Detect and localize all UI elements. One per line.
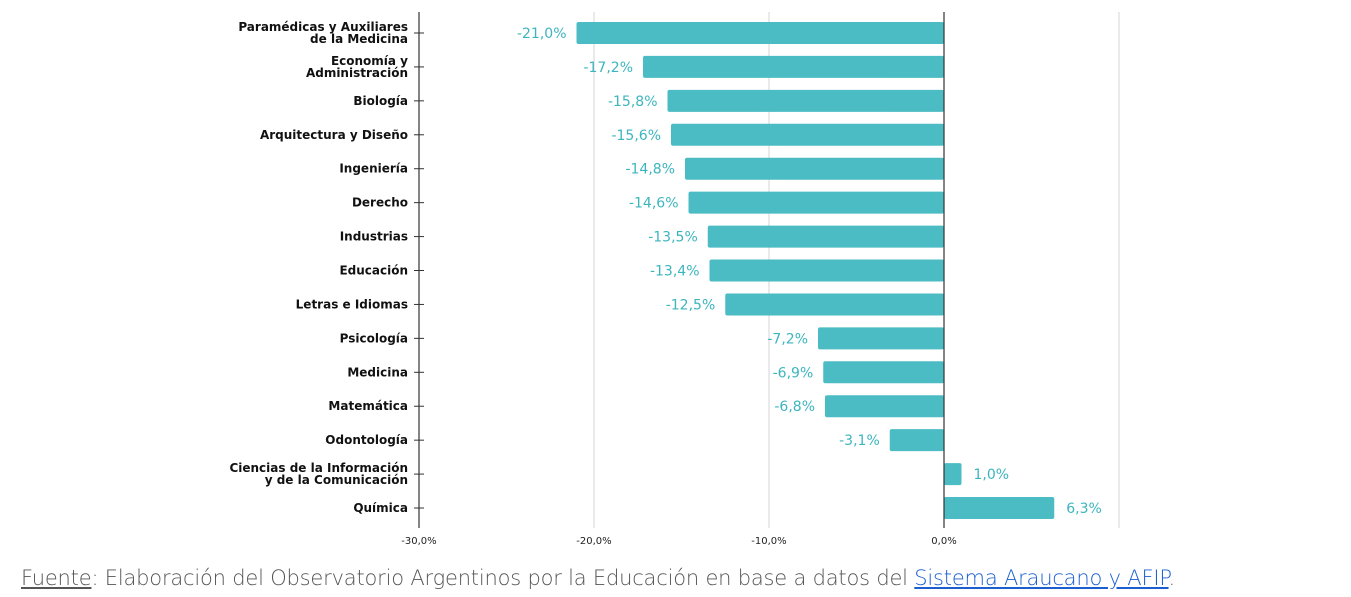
data-label: -13,5% — [648, 230, 698, 246]
category-label: Derecho — [352, 196, 408, 210]
data-label: -14,8% — [625, 162, 675, 178]
bar — [576, 22, 944, 44]
category-label: de la Medicina — [310, 32, 408, 46]
category-label: y de la Comunicación — [265, 473, 408, 487]
bar — [707, 225, 944, 248]
category-label: Medicina — [347, 365, 408, 379]
category-label: Biología — [353, 94, 408, 108]
bar — [889, 429, 944, 452]
category-label: Arquitectura y Diseño — [260, 128, 408, 142]
bar — [643, 55, 944, 78]
category-label: Paramédicas y Auxiliares — [238, 20, 408, 34]
data-label: -14,6% — [629, 196, 679, 212]
data-label: -7,2% — [767, 331, 808, 347]
source-link[interactable]: Sistema Araucano y AFIP — [914, 566, 1169, 590]
data-label: -15,8% — [608, 94, 658, 110]
category-label: Química — [353, 501, 408, 515]
bar — [725, 293, 944, 316]
category-label: Odontología — [325, 433, 408, 447]
x-tick-label: 0,0% — [931, 536, 956, 547]
category-label: Ciencias de la Información — [229, 461, 408, 475]
data-label: 6,3% — [1066, 501, 1102, 517]
data-label: -6,9% — [773, 365, 814, 381]
bar-chart: -30,0% -20,0% -10,0% 0,0% -21,0% Paramédicas … — [229, 12, 1120, 547]
bar — [818, 327, 944, 350]
bar — [825, 395, 944, 418]
bar — [944, 463, 962, 486]
source-note: Fuente: Elaboración del Observatorio Arg… — [21, 566, 1175, 590]
data-label: -3,1% — [839, 433, 880, 449]
data-label: -12,5% — [666, 297, 716, 313]
data-label: 1,0% — [974, 467, 1010, 483]
category-label: Economía y — [331, 54, 408, 68]
category-label: Ingeniería — [339, 162, 408, 176]
category-label: Educación — [339, 264, 408, 278]
data-label: -6,8% — [774, 399, 815, 415]
data-label: -13,4% — [650, 264, 700, 280]
bar — [688, 191, 944, 214]
bar — [667, 89, 944, 112]
x-tick-label: -10,0% — [751, 536, 786, 547]
category-label: Administración — [306, 66, 408, 80]
bar — [709, 259, 944, 282]
bar — [685, 157, 944, 180]
category-label: Letras e Idiomas — [296, 297, 408, 311]
bar — [823, 361, 944, 384]
source-end: . — [1168, 566, 1176, 590]
bar — [671, 123, 944, 146]
data-label: -21,0% — [517, 26, 567, 42]
x-tick-label: -20,0% — [576, 536, 611, 547]
source-label: Fuente — [21, 566, 92, 590]
category-label: Industrias — [340, 230, 408, 244]
data-label: -15,6% — [611, 128, 661, 144]
source-text: : Elaboración del Observatorio Argentino… — [91, 566, 915, 590]
bar — [944, 497, 1055, 520]
category-label: Psicología — [340, 331, 408, 345]
data-label: -17,2% — [583, 60, 633, 76]
x-tick-label: -30,0% — [401, 536, 436, 547]
category-label: Matemática — [328, 399, 408, 413]
